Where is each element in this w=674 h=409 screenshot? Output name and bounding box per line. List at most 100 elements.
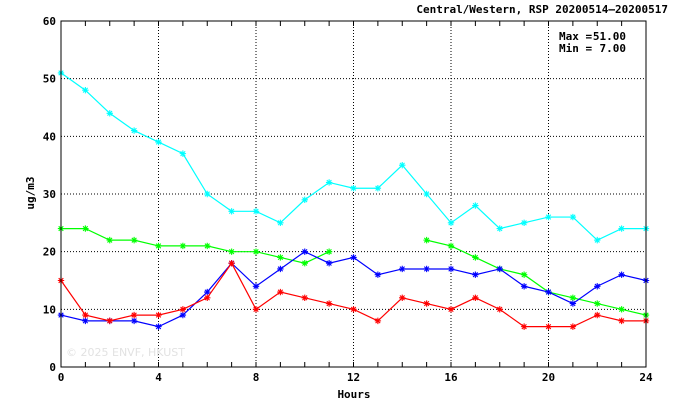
data-point bbox=[130, 311, 138, 319]
data-point bbox=[82, 317, 89, 325]
data-point bbox=[399, 265, 406, 273]
data-point bbox=[618, 317, 625, 325]
series-2 bbox=[57, 225, 650, 319]
data-point bbox=[594, 283, 601, 290]
x-tick-label: 24 bbox=[639, 371, 653, 384]
chart-title: Central/Western, RSP 20200514—20200517 bbox=[416, 3, 668, 16]
data-point bbox=[520, 219, 528, 227]
series-group bbox=[57, 69, 650, 330]
min-label: Min = bbox=[559, 42, 592, 55]
data-point bbox=[520, 271, 528, 278]
watermark: © 2025 ENVF, HKUST bbox=[66, 346, 185, 359]
data-point bbox=[374, 271, 382, 278]
data-point bbox=[569, 294, 577, 301]
data-point bbox=[545, 288, 552, 296]
data-point bbox=[545, 323, 552, 330]
data-point bbox=[545, 213, 552, 221]
data-point bbox=[252, 208, 260, 215]
data-point bbox=[82, 311, 89, 319]
data-point bbox=[350, 254, 357, 261]
data-point bbox=[496, 306, 503, 313]
data-point bbox=[447, 219, 455, 227]
data-point bbox=[374, 317, 382, 325]
series-4 bbox=[57, 260, 650, 330]
max-label: Max = bbox=[559, 30, 592, 43]
y-tick-label: 60 bbox=[43, 15, 56, 28]
data-point bbox=[155, 323, 162, 330]
data-point bbox=[594, 236, 601, 244]
series-line bbox=[426, 239, 647, 316]
y-tick-label: 30 bbox=[43, 188, 56, 201]
data-point bbox=[423, 265, 430, 273]
data-point bbox=[82, 87, 89, 94]
data-point bbox=[569, 300, 577, 307]
data-point bbox=[130, 127, 138, 134]
data-point bbox=[374, 185, 382, 192]
data-point bbox=[301, 294, 308, 301]
data-point bbox=[423, 236, 430, 244]
x-tick-label: 0 bbox=[58, 371, 65, 384]
data-point bbox=[277, 265, 284, 273]
y-tick-label: 0 bbox=[49, 361, 56, 374]
data-point bbox=[594, 300, 601, 307]
x-tick-label: 20 bbox=[542, 371, 555, 384]
data-point bbox=[325, 179, 333, 186]
data-point bbox=[496, 225, 503, 232]
data-point bbox=[350, 185, 357, 192]
y-tick-label: 10 bbox=[43, 303, 56, 316]
data-point bbox=[179, 150, 187, 157]
data-point bbox=[618, 306, 625, 313]
data-point bbox=[179, 242, 187, 250]
data-point bbox=[325, 300, 333, 307]
data-point bbox=[228, 260, 235, 267]
data-point bbox=[569, 323, 577, 330]
data-point bbox=[82, 225, 89, 232]
min-value: 7.00 bbox=[600, 42, 627, 55]
data-point bbox=[130, 236, 138, 244]
data-point bbox=[423, 190, 430, 198]
data-point bbox=[423, 300, 430, 307]
data-point bbox=[179, 306, 187, 313]
x-tick-label: 4 bbox=[155, 371, 162, 384]
data-point bbox=[106, 236, 113, 244]
x-tick-label: 8 bbox=[253, 371, 260, 384]
data-point bbox=[520, 323, 528, 330]
data-point bbox=[301, 248, 308, 255]
x-tick-label: 16 bbox=[444, 371, 458, 384]
data-point bbox=[301, 260, 308, 267]
data-point bbox=[277, 254, 284, 261]
data-point bbox=[106, 110, 113, 117]
data-point bbox=[179, 311, 187, 319]
data-point bbox=[399, 161, 406, 169]
data-point bbox=[277, 288, 284, 296]
data-point bbox=[472, 294, 479, 301]
data-point bbox=[252, 283, 260, 290]
y-tick-label: 50 bbox=[43, 73, 56, 86]
data-point bbox=[155, 138, 162, 146]
data-point bbox=[472, 202, 479, 209]
y-tick-label: 40 bbox=[43, 130, 56, 143]
data-point bbox=[618, 225, 625, 232]
data-point bbox=[204, 294, 211, 301]
data-point bbox=[155, 311, 162, 319]
data-point bbox=[520, 283, 528, 290]
y-tick-label: 20 bbox=[43, 246, 56, 259]
data-point bbox=[325, 260, 333, 267]
data-point bbox=[399, 294, 406, 301]
data-point bbox=[130, 317, 138, 325]
series-line bbox=[61, 228, 330, 264]
data-point bbox=[618, 271, 625, 278]
data-point bbox=[252, 248, 260, 255]
data-point bbox=[204, 288, 211, 296]
data-point bbox=[350, 306, 357, 313]
data-point bbox=[569, 213, 577, 221]
data-point bbox=[204, 190, 211, 198]
data-point bbox=[472, 271, 479, 278]
data-point bbox=[447, 242, 455, 250]
x-axis-label: Hours bbox=[337, 388, 370, 401]
data-point bbox=[155, 242, 162, 250]
data-point bbox=[472, 254, 479, 261]
data-point bbox=[496, 265, 503, 273]
data-point bbox=[447, 306, 455, 313]
